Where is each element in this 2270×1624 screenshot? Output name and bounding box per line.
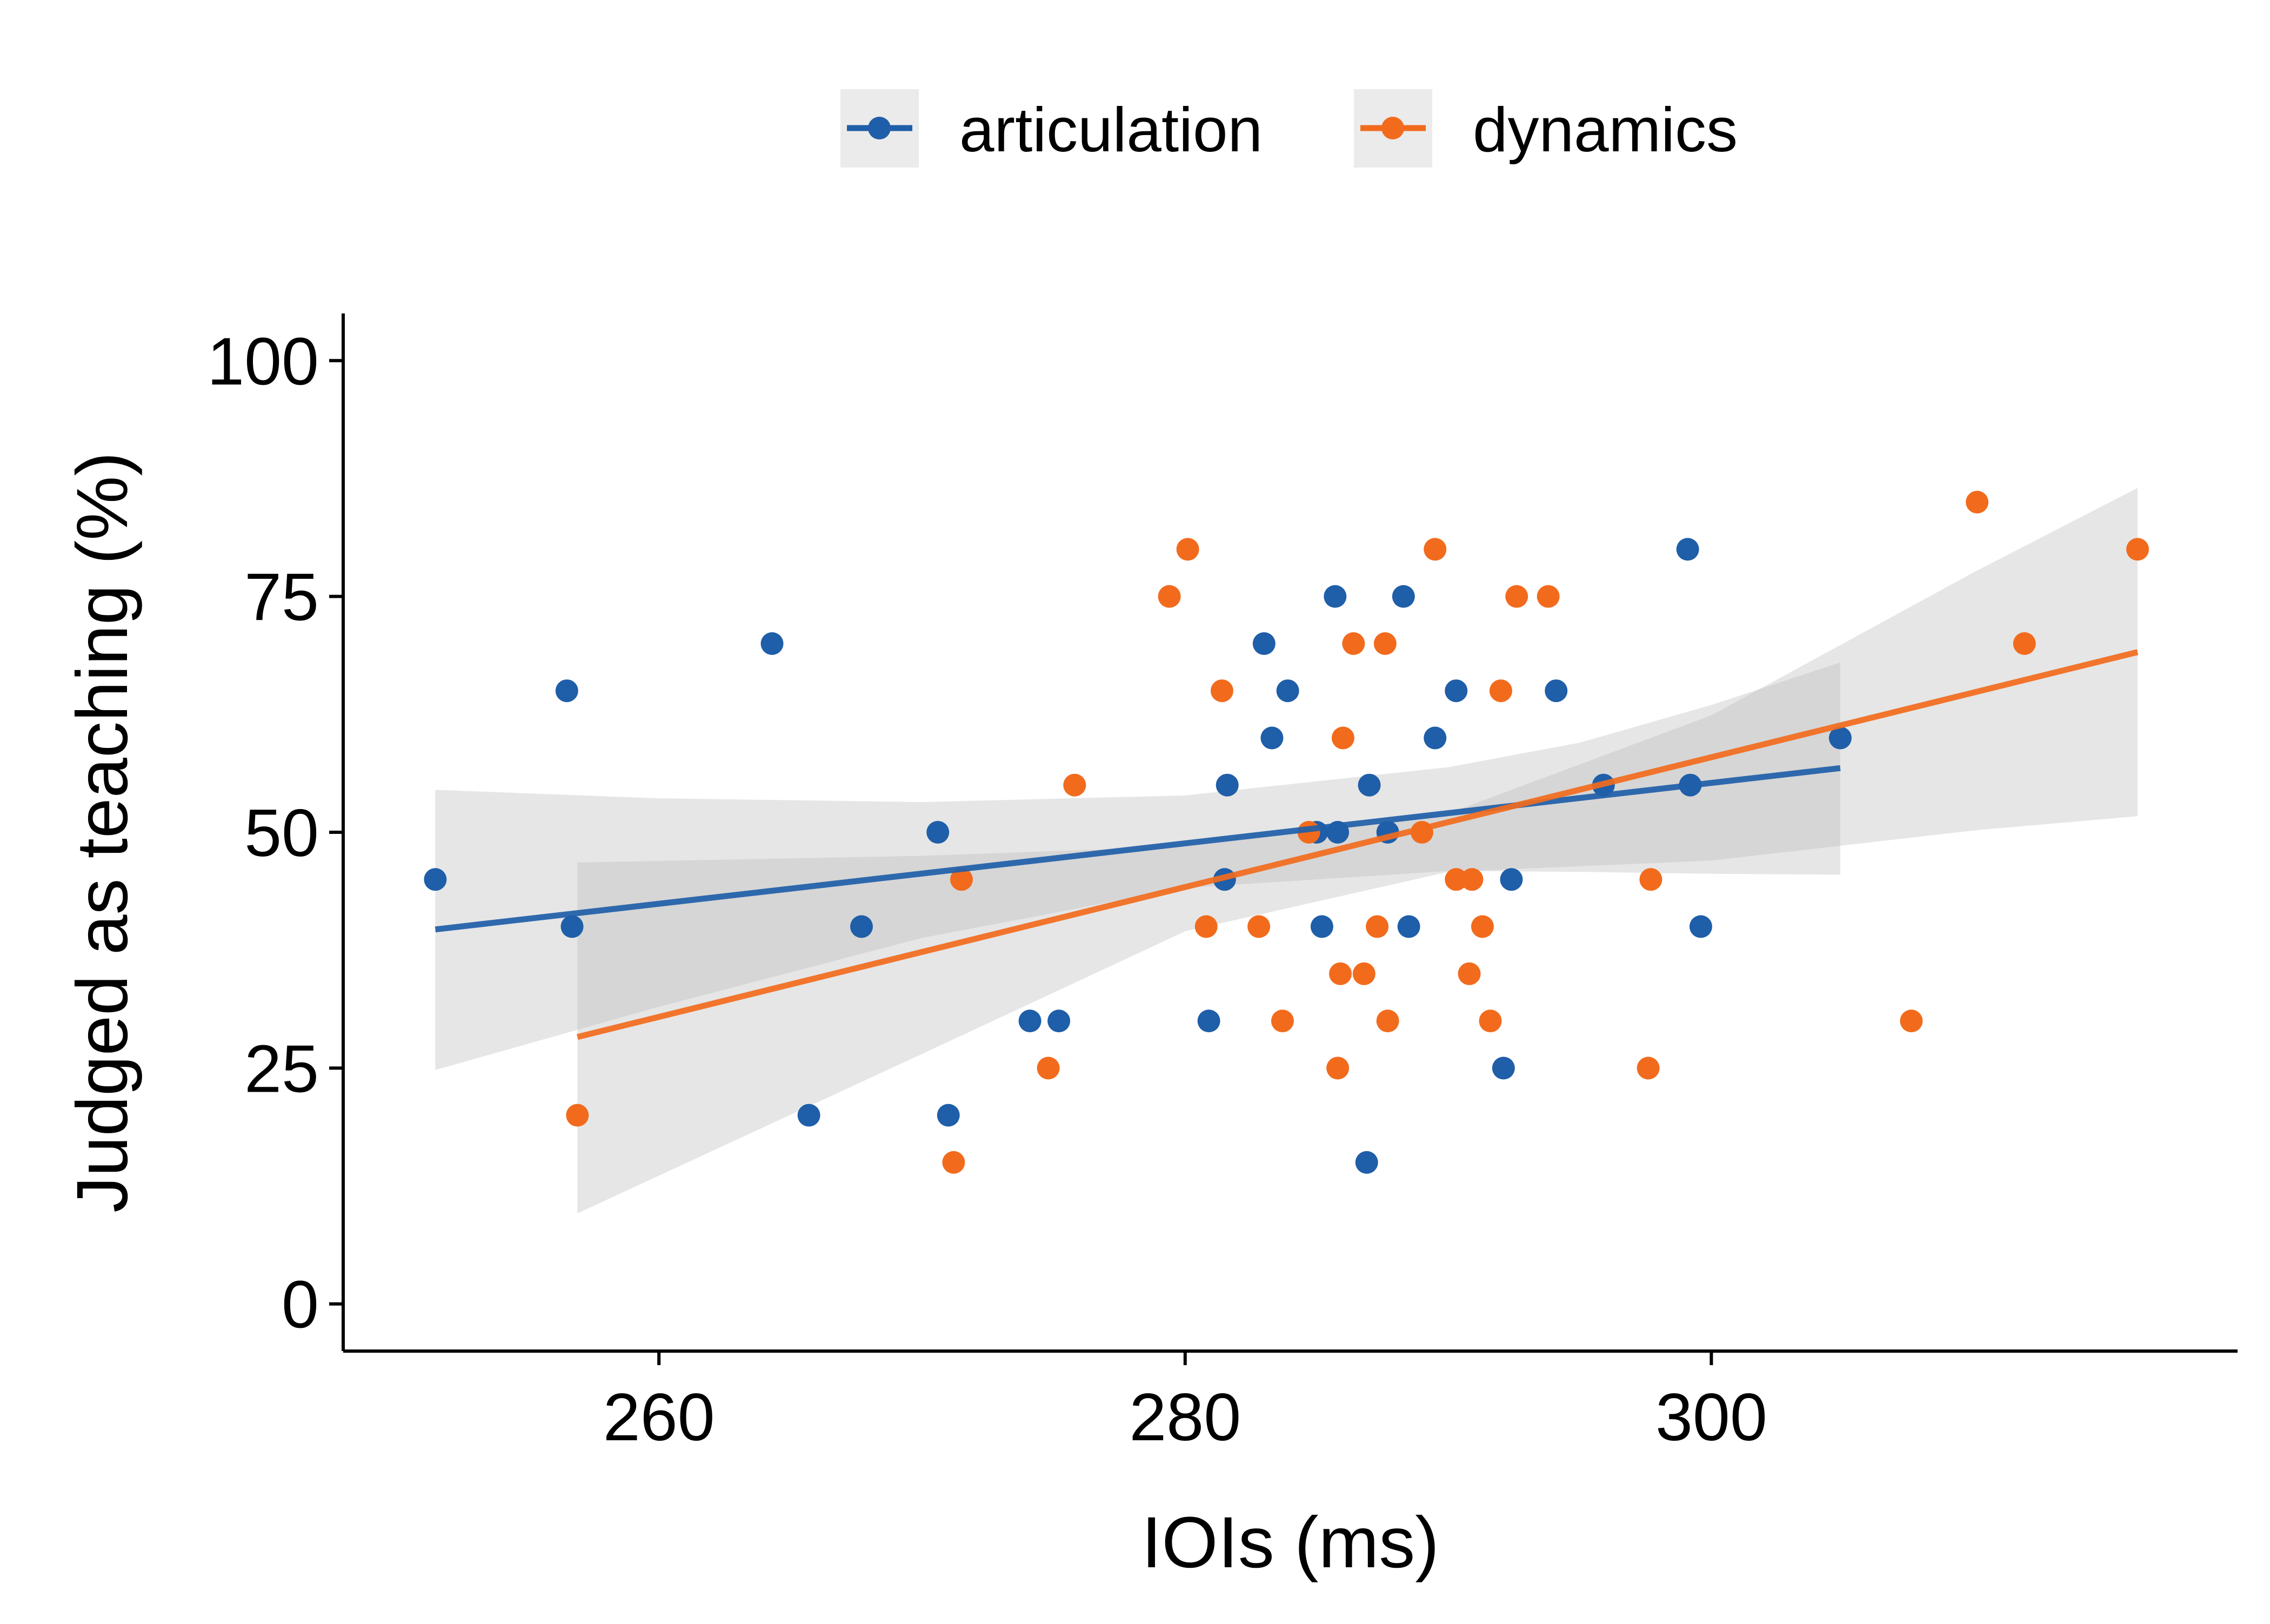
legend-label: dynamics bbox=[1473, 95, 1738, 165]
data-point-articulation bbox=[937, 1104, 960, 1127]
legend-label: articulation bbox=[959, 95, 1263, 165]
data-point-articulation bbox=[1216, 773, 1239, 797]
legend-key-point bbox=[1381, 117, 1404, 139]
data-point-dynamics bbox=[1460, 868, 1484, 891]
data-point-dynamics bbox=[1037, 1057, 1060, 1080]
data-point-dynamics bbox=[1063, 773, 1086, 797]
data-point-dynamics bbox=[1326, 1057, 1350, 1080]
data-point-dynamics bbox=[1537, 585, 1560, 608]
data-point-articulation bbox=[1018, 1010, 1041, 1033]
data-point-dynamics bbox=[1176, 538, 1199, 561]
data-point-articulation bbox=[1392, 585, 1415, 608]
data-point-articulation bbox=[850, 915, 873, 938]
data-point-articulation bbox=[1500, 868, 1523, 891]
data-point-dynamics bbox=[942, 1151, 965, 1174]
data-point-articulation bbox=[1445, 679, 1468, 703]
data-point-articulation bbox=[1545, 679, 1568, 703]
data-point-dynamics bbox=[2013, 632, 2036, 655]
data-point-dynamics bbox=[1247, 915, 1271, 938]
data-point-dynamics bbox=[1194, 915, 1218, 938]
x-tick-label: 300 bbox=[1655, 1380, 1767, 1455]
data-point-articulation bbox=[1047, 1010, 1071, 1033]
data-point-dynamics bbox=[1445, 868, 1468, 891]
data-point-dynamics bbox=[1342, 632, 1365, 655]
axes: 0 25 50 75 100 260 280 300 bbox=[207, 313, 2238, 1455]
data-point-dynamics bbox=[1331, 726, 1354, 750]
data-points bbox=[424, 491, 2149, 1174]
data-point-dynamics bbox=[1900, 1010, 1923, 1033]
data-point-articulation bbox=[1197, 1010, 1220, 1033]
data-point-articulation bbox=[760, 632, 784, 655]
regression-lines bbox=[435, 649, 2139, 1040]
confidence-band-articulation bbox=[435, 662, 1840, 1070]
data-point-dynamics bbox=[950, 868, 973, 891]
data-point-articulation bbox=[1260, 726, 1284, 750]
data-point-dynamics bbox=[1158, 585, 1181, 608]
data-point-articulation bbox=[1310, 915, 1333, 938]
data-point-articulation bbox=[560, 915, 584, 938]
confidence-band-dynamics bbox=[577, 487, 2138, 1214]
data-point-dynamics bbox=[1471, 915, 1494, 938]
data-point-articulation bbox=[1252, 632, 1276, 655]
data-point-dynamics bbox=[1210, 679, 1233, 703]
legend-item-articulation: articulation bbox=[840, 89, 1263, 168]
data-point-articulation bbox=[1424, 726, 1447, 750]
data-point-dynamics bbox=[1366, 915, 1389, 938]
data-point-articulation bbox=[1358, 773, 1381, 797]
data-point-articulation bbox=[1355, 1151, 1378, 1174]
data-point-dynamics bbox=[1505, 585, 1528, 608]
data-point-dynamics bbox=[1639, 868, 1663, 891]
data-point-dynamics bbox=[1271, 1010, 1294, 1033]
data-point-dynamics bbox=[2126, 538, 2149, 561]
data-point-articulation bbox=[1324, 585, 1347, 608]
y-axis-title: Judged as teaching (%) bbox=[62, 452, 143, 1213]
data-point-dynamics bbox=[1424, 538, 1447, 561]
data-point-articulation bbox=[424, 868, 447, 891]
data-point-dynamics bbox=[1637, 1057, 1660, 1080]
y-tick-label: 25 bbox=[244, 1032, 319, 1106]
data-point-articulation bbox=[555, 679, 578, 703]
y-tick-label: 75 bbox=[244, 560, 319, 635]
data-point-dynamics bbox=[1329, 962, 1352, 985]
data-point-articulation bbox=[1276, 679, 1299, 703]
x-tick-label: 260 bbox=[603, 1380, 715, 1455]
data-point-dynamics bbox=[1376, 1010, 1399, 1033]
regression-line-dynamics bbox=[576, 649, 2139, 1040]
data-point-dynamics bbox=[1352, 962, 1376, 985]
data-point-articulation bbox=[926, 821, 950, 844]
data-point-dynamics bbox=[1966, 491, 1989, 514]
data-point-articulation bbox=[1828, 726, 1852, 750]
data-point-articulation bbox=[797, 1104, 820, 1127]
confidence-bands bbox=[435, 487, 2138, 1214]
x-tick-label: 280 bbox=[1129, 1380, 1241, 1455]
data-point-dynamics bbox=[1373, 632, 1397, 655]
data-point-dynamics bbox=[1458, 962, 1481, 985]
y-tick-label: 100 bbox=[207, 324, 319, 399]
data-point-articulation bbox=[1689, 915, 1712, 938]
x-axis-title: IOIs (ms) bbox=[1141, 1502, 1439, 1583]
data-point-articulation bbox=[1397, 915, 1420, 938]
legend-key-point bbox=[868, 117, 891, 139]
legend: articulation dynamics bbox=[840, 89, 1738, 168]
y-tick-label: 50 bbox=[244, 796, 319, 871]
regression-line-articulation bbox=[435, 765, 1841, 933]
data-point-articulation bbox=[1492, 1057, 1515, 1080]
data-point-articulation bbox=[1676, 538, 1699, 561]
data-point-dynamics bbox=[566, 1104, 589, 1127]
legend-item-dynamics: dynamics bbox=[1354, 89, 1738, 168]
y-tick-label: 0 bbox=[282, 1268, 319, 1342]
data-point-dynamics bbox=[1479, 1010, 1502, 1033]
data-point-dynamics bbox=[1489, 679, 1512, 703]
